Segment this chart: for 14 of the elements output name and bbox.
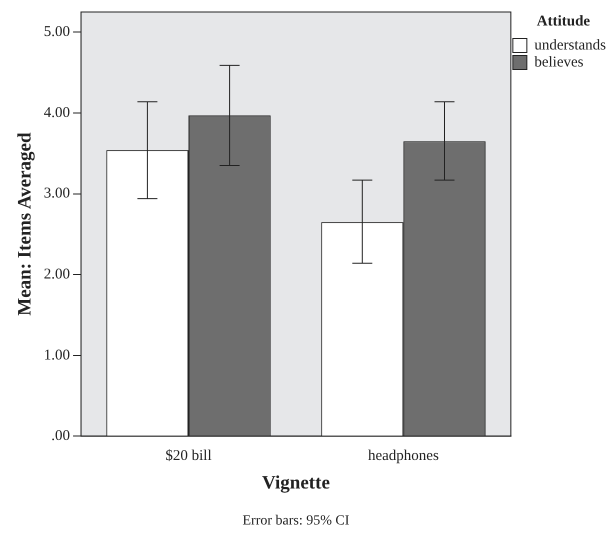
- legend-label: understands: [534, 37, 606, 54]
- x-axis-title: Vignette: [262, 472, 330, 494]
- x-tick-label: headphones: [368, 448, 439, 464]
- x-tick-label: $20 bill: [165, 448, 212, 464]
- text: Error bars: 95% CI: [242, 514, 350, 529]
- y-tick-label: 1.00: [44, 347, 70, 364]
- y-tick-label: 3.00: [44, 186, 70, 202]
- legend-label: believes: [534, 54, 584, 70]
- y-tick-label: 2.00: [44, 266, 70, 283]
- y-tick-label: .00: [51, 428, 70, 444]
- y-axis-title: Mean: Items Averaged: [14, 132, 36, 316]
- legend-title: Attitude: [536, 13, 590, 30]
- y-tick-label: 5.00: [44, 24, 70, 40]
- y-tick-label: 4.00: [44, 104, 70, 121]
